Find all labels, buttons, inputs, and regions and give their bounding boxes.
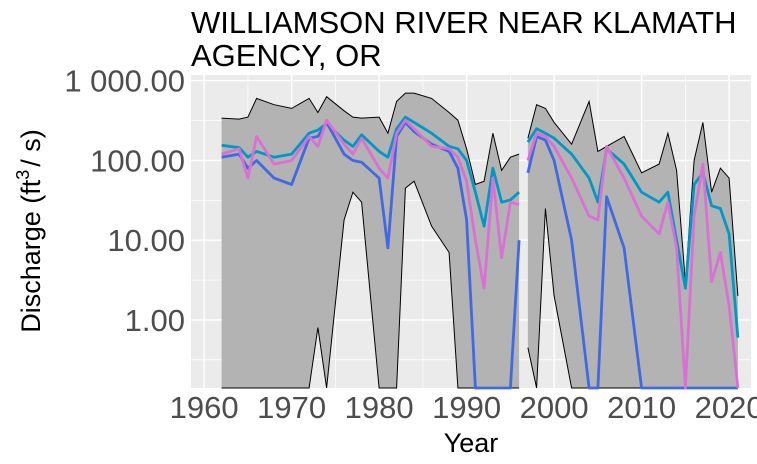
series-line-2 xyxy=(526,135,738,390)
x-tick-label: 1970 xyxy=(257,390,326,425)
y-axis-label-group: Discharge (ft3 / s) xyxy=(13,129,46,333)
y-tick-label: 10.00 xyxy=(107,223,185,258)
y-tick-label: 100.00 xyxy=(90,143,185,178)
ribbon-upper-edge xyxy=(527,99,739,296)
series-line-3 xyxy=(526,131,740,390)
y-tick-labels: 1.00 10.00 100.00 1 000.00 xyxy=(64,64,185,338)
chart-title-line-2: AGENCY, OR xyxy=(191,38,382,73)
x-tick-label: 1990 xyxy=(432,390,501,425)
y-axis-label-main: Discharge (ft xyxy=(16,179,46,333)
y-tick-label: 1 000.00 xyxy=(64,64,185,99)
x-tick-labels: 1960 1970 1980 1990 2000 2010 2020 xyxy=(170,390,757,425)
x-tick-label: 2010 xyxy=(607,390,676,425)
x-axis-label: Year xyxy=(444,428,499,458)
y-axis-label-sup: 3 xyxy=(13,170,33,180)
x-tick-label: 2020 xyxy=(695,390,757,425)
series-line-3 xyxy=(221,118,520,290)
series-line-2 xyxy=(221,121,521,390)
series-lines xyxy=(221,115,740,390)
y-axis-label: Discharge (ft3 / s) xyxy=(13,129,46,333)
y-tick-label: 1.00 xyxy=(125,303,185,338)
series-line-1 xyxy=(221,115,521,228)
ribbon-upper-edge xyxy=(221,92,520,186)
range-ribbon xyxy=(221,93,520,388)
x-tick-label: 2000 xyxy=(520,390,589,425)
y-axis-label-end: / s) xyxy=(16,129,46,167)
x-tick-label: 1960 xyxy=(170,390,239,425)
series-line-1 xyxy=(526,127,740,338)
x-tick-label: 1980 xyxy=(345,390,414,425)
chart-title-line-1: WILLIAMSON RIVER NEAR KLAMATH xyxy=(191,5,736,40)
